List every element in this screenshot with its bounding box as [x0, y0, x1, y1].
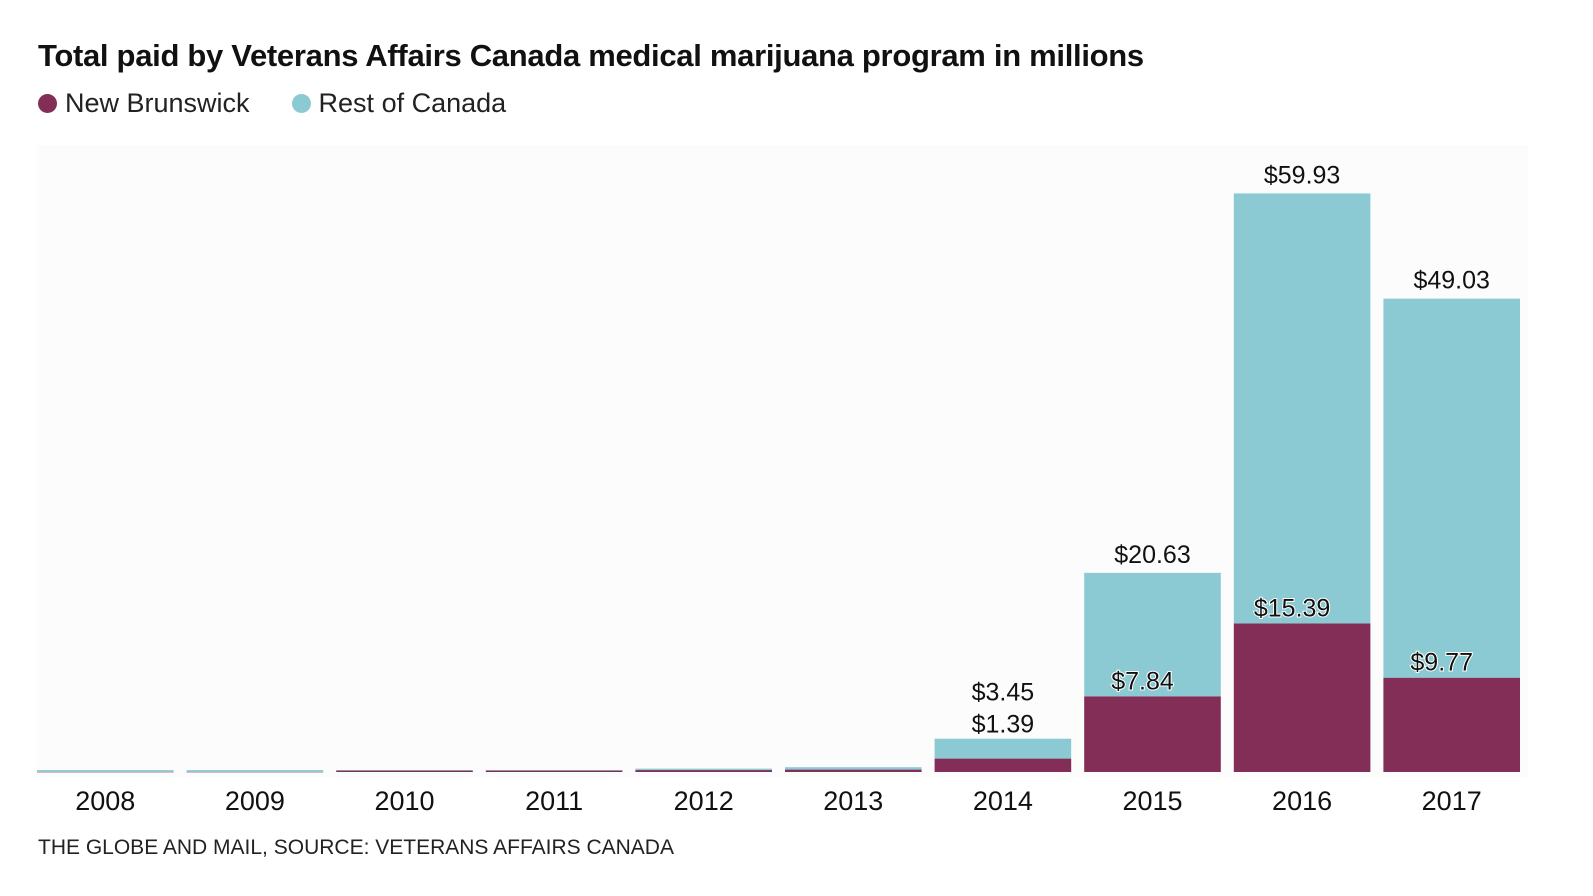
- chart-legend: New Brunswick Rest of Canada: [38, 88, 548, 119]
- bar-new-brunswick-2017: [1383, 677, 1520, 772]
- x-tick-label-2016: 2016: [1272, 786, 1332, 816]
- x-tick-label-2013: 2013: [823, 786, 883, 816]
- legend-item-new-brunswick: New Brunswick: [38, 88, 250, 119]
- bar-rest-of-canada-2016: [1233, 193, 1371, 624]
- x-tick-label-2010: 2010: [374, 786, 434, 816]
- data-label-new-brunswick-2016: $15.39: [1254, 594, 1330, 622]
- data-label-total-2015: $20.63: [1114, 541, 1190, 569]
- x-tick-label-2017: 2017: [1422, 786, 1482, 816]
- data-label-total-2016: $59.93: [1264, 161, 1340, 189]
- legend-swatch-new-brunswick: [38, 94, 57, 113]
- bar-chart: 2008 2009 2010 2011 2012 2013 $1.39 $3.45 2014 $7…: [37, 161, 1520, 816]
- bar-new-brunswick-2016: [1233, 623, 1371, 772]
- x-tick-label-2012: 2012: [674, 786, 734, 816]
- data-label-total-2017: $49.03: [1413, 267, 1489, 295]
- source-credit: THE GLOBE AND MAIL, SOURCE: VETERANS AFF…: [38, 836, 674, 859]
- data-label-new-brunswick-2014: $1.39: [972, 711, 1035, 739]
- x-tick-label-2009: 2009: [225, 786, 285, 816]
- x-tick-label-2011: 2011: [525, 786, 583, 816]
- chart-title: Total paid by Veterans Affairs Canada me…: [38, 38, 1144, 73]
- plot-area: 2008 2009 2010 2011 2012 2013 $1.39 $3.45 2014 $7…: [36, 145, 1528, 816]
- legend-swatch-rest-of-canada: [291, 94, 311, 113]
- bar-new-brunswick-2012: [635, 770, 772, 772]
- bar-rest-of-canada-2008: [37, 770, 174, 772]
- bar-new-brunswick-2015: [1084, 696, 1221, 772]
- bar-new-brunswick-2008: [37, 771, 174, 773]
- bar-new-brunswick-2009: [186, 771, 324, 773]
- bar-new-brunswick-2014: [934, 758, 1072, 772]
- bar-new-brunswick-2013: [785, 769, 922, 772]
- legend-label-rest-of-canada: Rest of Canada: [318, 88, 507, 118]
- bar-new-brunswick-2010: [336, 770, 473, 772]
- legend-label-new-brunswick: New Brunswick: [65, 88, 250, 118]
- data-label-new-brunswick-2017: $9.77: [1410, 649, 1473, 677]
- bar-rest-of-canada-2010: [336, 770, 473, 771]
- data-label-new-brunswick-2015: $7.84: [1111, 667, 1174, 695]
- bar-rest-of-canada-2014: [934, 738, 1072, 759]
- bar-new-brunswick-2011: [485, 770, 623, 772]
- bar-rest-of-canada-2017: [1383, 298, 1520, 678]
- bar-rest-of-canada-2012: [635, 768, 772, 771]
- bar-rest-of-canada-2009: [186, 770, 324, 772]
- bar-rest-of-canada-2011: [485, 770, 623, 771]
- legend-item-rest-of-canada: Rest of Canada: [291, 88, 507, 119]
- bar-rest-of-canada-2013: [785, 767, 922, 770]
- bar-rest-of-canada-2015: [1084, 572, 1221, 697]
- x-tick-label-2008: 2008: [75, 786, 135, 816]
- x-tick-label-2014: 2014: [973, 786, 1033, 816]
- x-tick-label-2015: 2015: [1122, 786, 1182, 816]
- data-label-total-2014: $3.45: [972, 679, 1035, 707]
